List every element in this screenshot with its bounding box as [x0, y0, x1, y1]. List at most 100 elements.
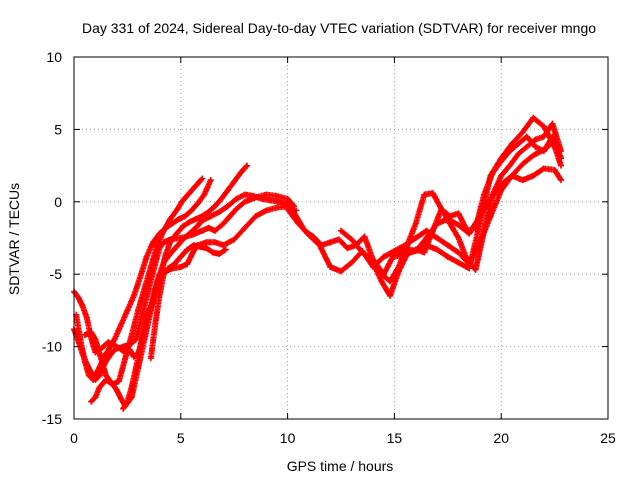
data-point — [421, 191, 428, 198]
data-point — [188, 207, 195, 214]
data-point — [160, 239, 167, 246]
data-point — [551, 166, 558, 173]
data-point — [241, 224, 248, 231]
data-point — [523, 143, 530, 150]
y-tick-label: 5 — [54, 121, 62, 137]
plot-frame — [73, 56, 609, 420]
y-tick-label: -15 — [42, 411, 62, 427]
x-tick-label: 10 — [280, 430, 296, 446]
data-point — [508, 172, 515, 179]
data-point — [540, 123, 547, 130]
data-point — [179, 236, 186, 243]
data-point — [154, 282, 161, 289]
data-point — [508, 140, 515, 147]
data-point — [192, 182, 199, 189]
data-point — [145, 307, 152, 314]
data-point — [532, 143, 539, 150]
data-point — [423, 242, 430, 249]
axis-ticks — [73, 56, 609, 420]
data-point — [402, 250, 409, 257]
data-point — [150, 239, 157, 246]
data-point — [81, 358, 88, 365]
data-point — [218, 195, 225, 202]
data-point — [244, 162, 251, 169]
data-point — [387, 278, 394, 285]
x-tick-label: 20 — [493, 430, 509, 446]
series-track-4 — [81, 175, 206, 388]
data-point — [186, 219, 193, 226]
data-point — [233, 195, 240, 202]
y-tick-label: -5 — [50, 266, 63, 282]
data-point — [173, 207, 180, 214]
data-point — [94, 368, 101, 375]
data-point — [79, 303, 86, 310]
data-point — [179, 197, 186, 204]
data-point — [109, 381, 116, 388]
data-point — [231, 178, 238, 185]
data-point — [186, 230, 193, 237]
data-point — [164, 265, 171, 272]
series-track-6 — [120, 162, 251, 412]
data-point — [487, 172, 494, 179]
data-point — [438, 206, 445, 213]
series-track-11 — [370, 120, 565, 299]
data-point — [412, 220, 419, 227]
data-point — [549, 120, 556, 127]
data-point — [380, 253, 387, 260]
data-point — [81, 332, 88, 339]
data-point — [113, 387, 120, 394]
data-point — [412, 248, 419, 255]
data-point — [124, 307, 131, 314]
data-point — [179, 223, 186, 230]
data-point — [83, 314, 90, 321]
data-point — [117, 321, 124, 328]
data-point — [220, 220, 227, 227]
data-point — [199, 227, 206, 234]
data-point — [111, 336, 118, 343]
data-point — [434, 246, 441, 253]
x-tick-label: 0 — [70, 430, 78, 446]
data-point — [380, 271, 387, 278]
data-point — [192, 216, 199, 223]
data-point — [216, 208, 223, 215]
data-point — [241, 191, 248, 198]
data-point — [481, 227, 488, 234]
data-point — [429, 227, 436, 234]
data-point — [515, 151, 522, 158]
data-point — [211, 227, 218, 234]
data-point — [141, 321, 148, 328]
data-point — [139, 311, 146, 318]
data-point — [130, 292, 137, 299]
data-point — [434, 235, 441, 241]
data-point — [147, 263, 154, 270]
data-point — [96, 350, 103, 357]
data-point — [444, 253, 451, 260]
data-point — [273, 204, 280, 211]
x-tick-label: 25 — [600, 430, 616, 446]
data-point — [124, 398, 131, 405]
data-point — [211, 203, 218, 210]
data-point — [224, 187, 231, 194]
data-point — [92, 394, 99, 401]
data-point — [498, 155, 505, 162]
data-point — [455, 235, 462, 241]
data-point — [190, 248, 197, 255]
data-point — [117, 395, 124, 402]
data-point — [532, 136, 539, 143]
data-point — [498, 172, 505, 179]
data-point — [197, 243, 204, 250]
data-point — [96, 384, 103, 391]
data-point — [209, 249, 216, 256]
data-point — [175, 216, 182, 223]
data-point — [216, 250, 223, 257]
data-point — [466, 265, 473, 272]
data-point — [348, 236, 355, 243]
data-point — [203, 245, 210, 252]
data-point — [201, 191, 208, 198]
data-point — [489, 191, 496, 198]
data-point — [130, 353, 137, 360]
data-point — [530, 114, 537, 121]
data-point — [205, 208, 212, 215]
data-point — [147, 355, 154, 362]
